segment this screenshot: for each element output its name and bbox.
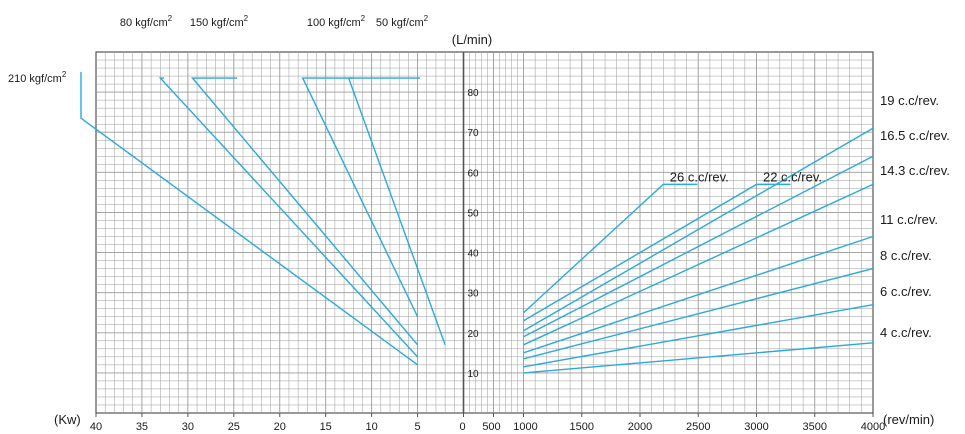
x-tick-label: 2500 [686, 421, 710, 433]
y-tick-label: 50 [468, 208, 480, 219]
series-label: 100 kgf/cm2 [307, 14, 366, 29]
x-tick-label: 30 [182, 421, 194, 433]
y-tick-label: 60 [468, 168, 480, 179]
series-label: 150 kgf/cm2 [190, 14, 249, 29]
x-tick-label: 15 [320, 421, 332, 433]
displacement-line [523, 267, 874, 360]
x-tick-label: 20 [274, 421, 286, 433]
y-tick-label: 20 [468, 329, 480, 340]
y-tick-label: 30 [468, 289, 480, 300]
series-label: 210 kgf/cm2 [8, 70, 67, 85]
x-tick-label: 5 [415, 421, 421, 433]
displacement-line [523, 127, 874, 332]
x-tick-label: 2000 [628, 421, 652, 433]
displacement-line [523, 183, 874, 346]
series-label: 11 c.c/rev. [880, 212, 938, 227]
plot-frame [95, 51, 874, 414]
series-label: 14.3 c.c/rev. [880, 163, 950, 178]
right-x-axis-label: (rev/min) [883, 412, 934, 427]
y-axis-label: (L/min) [452, 32, 492, 47]
series-label: 50 kgf/cm2 [376, 14, 429, 29]
x-tick-label: 1000 [513, 421, 537, 433]
series-label: 19 c.c/rev. [880, 93, 939, 108]
x-tick-label: 3500 [803, 421, 827, 433]
x-tick-label: 4000 [861, 421, 885, 433]
series-lines [80, 72, 874, 374]
series-label: 26 c.c/rev. [670, 169, 729, 184]
displacement-line [523, 183, 791, 322]
x-tick-label: 3000 [744, 421, 768, 433]
x-tick-label: 35 [136, 421, 148, 433]
x-tick-label: 1500 [570, 421, 594, 433]
x-tick-label: 40 [90, 421, 102, 433]
series-label: 8 c.c/rev. [880, 248, 932, 263]
grid [95, 51, 874, 417]
displacement-line [523, 155, 874, 338]
y-tick-label: 80 [468, 88, 480, 99]
x-tick-label: 500 [482, 421, 500, 433]
left-x-axis-label: (Kw) [54, 412, 81, 427]
y-tick-label: 40 [468, 249, 480, 260]
series-label: 16.5 c.c/rev. [880, 128, 950, 143]
x-tick-label: 0 [459, 421, 465, 433]
x-tick-label: 10 [366, 421, 378, 433]
y-tick-label: 10 [468, 369, 480, 380]
series-labels: 210 kgf/cm2 80 kgf/cm2 150 kgf/cm2 100 kgf/… [8, 14, 950, 340]
series-label: 6 c.c/rev. [880, 284, 932, 299]
y-tick-label: 70 [468, 128, 480, 139]
series-label: 4 c.c/rev. [880, 325, 932, 340]
series-label: 80 kgf/cm2 [120, 14, 173, 29]
displacement-line [523, 342, 874, 374]
pressure-line [301, 77, 419, 318]
displacement-line [523, 304, 874, 368]
pressure-line [190, 77, 419, 346]
pressure-line [80, 72, 418, 366]
displacement-line [523, 183, 698, 314]
x-tick-label: 25 [228, 421, 240, 433]
pressure-line [347, 77, 446, 346]
series-label: 22 c.c/rev. [763, 169, 822, 184]
displacement-line [523, 235, 874, 354]
pressure-line [158, 77, 419, 358]
